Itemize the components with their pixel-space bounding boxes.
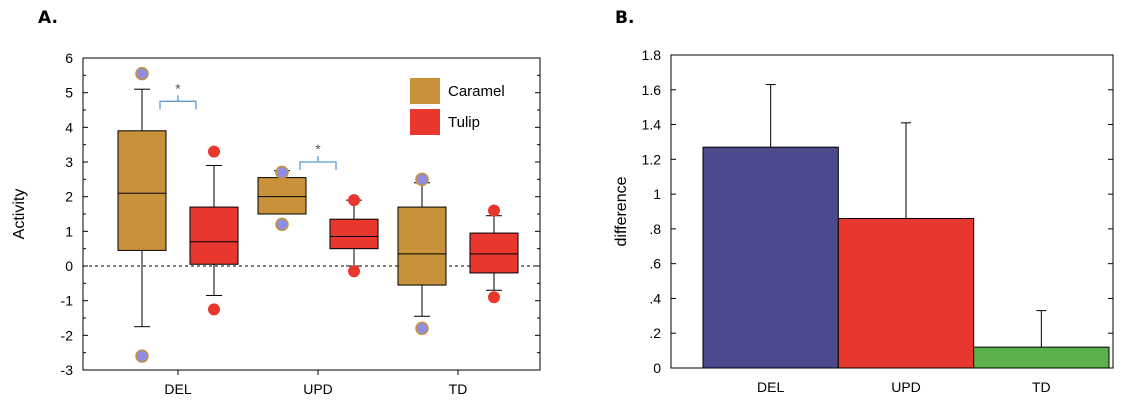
box-caramel-td	[397, 206, 447, 286]
y-tick-label: .8	[649, 221, 661, 237]
box-tulip-upd	[329, 218, 379, 250]
outlier-point	[488, 204, 500, 217]
y-tick-label: 2	[65, 189, 73, 205]
x-tick-label: UPD	[891, 379, 921, 395]
y-tick-label: 4	[65, 119, 73, 135]
y-tick-label: 1.2	[642, 151, 662, 167]
y-tick-label: 1	[65, 223, 73, 239]
box-caramel-upd	[257, 177, 307, 215]
panel-label-b: B.	[615, 8, 635, 28]
significance-bracket	[159, 95, 197, 110]
legend-swatch-tulip	[410, 109, 440, 135]
y-tick-label: 1.6	[642, 82, 662, 98]
bar-chart-difference: 0 .2 .4 .6 .8 1 1.2 1.4 1.6 1.8 difference DEL UPD TD	[613, 47, 1114, 395]
y-tick-label: .2	[649, 325, 661, 341]
box-plot-activity: -3 -2 -1 0 1 2 3 4 5 6 Activity DEL UPD TD * * Caramel Tu…	[11, 50, 541, 397]
significance-star: *	[315, 141, 321, 157]
outlier-point	[415, 321, 429, 336]
bar-del	[702, 146, 839, 369]
x-tick-label: DEL	[757, 379, 784, 395]
y-tick-label: 6	[65, 50, 73, 66]
y-tick-label: 1.8	[642, 47, 662, 63]
y-tick-label: -3	[61, 362, 74, 378]
significance-bracket	[299, 156, 337, 170]
outlier-point	[275, 165, 289, 180]
significance-star: *	[175, 80, 181, 96]
bar-td	[973, 346, 1110, 369]
x-tick-label: TD	[1032, 379, 1051, 395]
outlier-point	[415, 172, 429, 187]
y-tick-label: -1	[61, 293, 74, 309]
outlier-point	[135, 66, 149, 81]
y-tick-label: .6	[649, 256, 661, 272]
y-axis-label: difference	[613, 176, 630, 246]
y-tick-label: 3	[65, 154, 73, 170]
panel-label-a: A.	[38, 8, 58, 28]
y-axis-label: Activity	[11, 189, 28, 240]
x-tick-label: TD	[449, 381, 468, 397]
outlier-point	[348, 265, 360, 278]
bar-upd	[837, 217, 975, 369]
x-tick-label: UPD	[303, 381, 333, 397]
box-tulip-td	[469, 232, 519, 274]
outlier-point	[208, 145, 220, 158]
legend-label-caramel: Caramel	[448, 83, 505, 100]
outlier-point	[275, 217, 289, 232]
y-tick-label: -2	[61, 327, 74, 343]
box-tulip-del	[189, 206, 239, 265]
y-tick-label: 1	[653, 186, 661, 202]
y-tick-label: 0	[653, 360, 661, 376]
y-tick-label: 0	[65, 258, 73, 274]
outlier-point	[348, 194, 360, 207]
y-tick-label: 1.4	[642, 117, 662, 133]
outlier-point	[135, 349, 149, 363]
outlier-point	[208, 303, 220, 316]
box-caramel-del	[117, 130, 167, 251]
y-tick-label: .4	[649, 290, 661, 306]
legend-label-tulip: Tulip	[448, 114, 480, 131]
legend-swatch-caramel	[410, 78, 440, 104]
x-tick-label: DEL	[164, 381, 191, 397]
y-tick-label: 5	[65, 85, 73, 101]
outlier-point	[488, 291, 500, 304]
